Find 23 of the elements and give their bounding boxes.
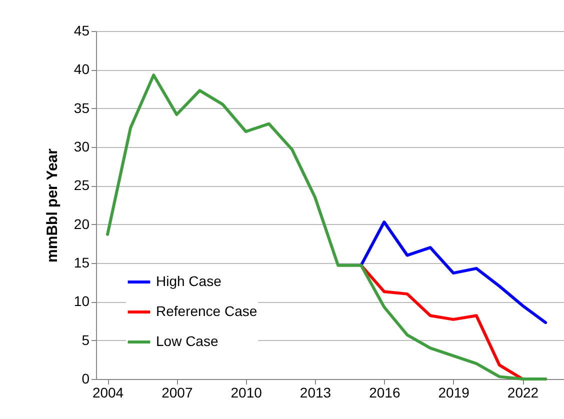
line-series: [106, 74, 548, 380]
legend-label: Reference Case: [156, 303, 258, 319]
x-tick-label: 2016: [369, 384, 400, 400]
y-tick-label: 45: [74, 22, 90, 38]
y-tick-label: 10: [74, 293, 90, 310]
y-tick-label: 15: [74, 254, 90, 270]
x-tick-label: 2010: [230, 384, 262, 400]
y-tick-label: 40: [74, 61, 90, 78]
legend-label: High Case: [156, 273, 222, 289]
y-tick-label: 0: [82, 370, 90, 386]
line-series: [360, 220, 548, 324]
y-tick-label: 35: [74, 100, 90, 116]
x-tick-label: 2007: [162, 384, 193, 400]
y-axis-title: mmBbl per Year: [44, 148, 61, 262]
y-tick-label: 20: [74, 216, 90, 232]
x-tick-label: 2004: [92, 384, 124, 400]
y-tick-label: 30: [74, 138, 90, 154]
x-tick-label: 2013: [300, 384, 332, 400]
legend-label: Low Case: [156, 333, 218, 349]
y-tick-label: 25: [74, 177, 90, 194]
x-tick-label: 2019: [438, 384, 470, 400]
y-tick-label: 5: [82, 332, 90, 348]
x-tick-label: 2022: [507, 384, 539, 400]
